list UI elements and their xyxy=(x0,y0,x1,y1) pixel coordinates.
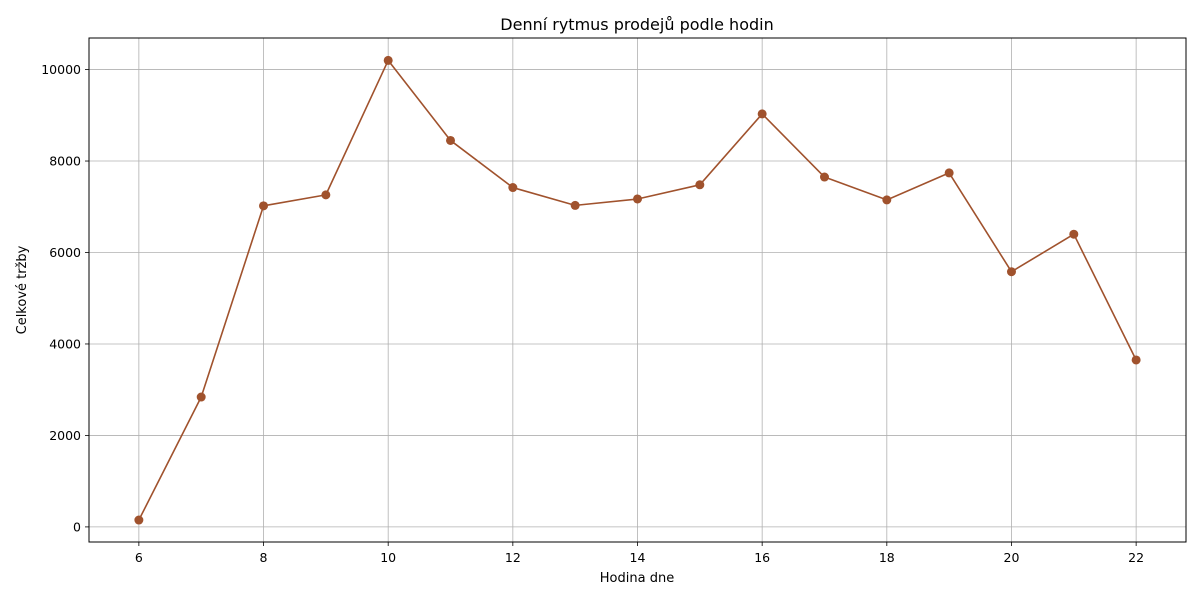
data-point xyxy=(446,135,456,145)
data-point xyxy=(321,190,331,200)
data-point xyxy=(134,515,144,525)
y-tick-label: 4000 xyxy=(49,336,81,351)
x-axis-label: Hodina dne xyxy=(600,571,674,586)
y-tick-label: 8000 xyxy=(49,154,81,169)
data-point xyxy=(819,172,829,182)
x-tick-label: 14 xyxy=(630,550,646,565)
y-tick-label: 10000 xyxy=(41,62,81,77)
data-point xyxy=(383,55,393,65)
data-point xyxy=(695,180,705,190)
data-point xyxy=(570,200,580,210)
x-tick-label: 6 xyxy=(135,550,143,565)
data-point xyxy=(259,201,269,211)
grid-lines xyxy=(89,38,1186,542)
chart-title: Denní rytmus prodejů podle hodin xyxy=(500,15,773,34)
data-point xyxy=(633,194,642,204)
data-point xyxy=(757,109,767,119)
axis-ticks: 6 8 10 12 14 16 18 20 22 0 2000 4000 6000 8000 10000 xyxy=(41,62,1144,565)
x-tick-label: 16 xyxy=(754,550,770,565)
x-tick-label: 12 xyxy=(505,550,521,565)
x-tick-label: 18 xyxy=(879,550,895,565)
x-tick-label: 22 xyxy=(1128,550,1144,565)
y-tick-label: 0 xyxy=(73,519,81,534)
data-point xyxy=(882,195,892,205)
y-tick-label: 6000 xyxy=(49,245,81,260)
data-point xyxy=(508,183,518,193)
y-tick-label: 2000 xyxy=(49,428,81,443)
data-point xyxy=(944,168,954,178)
data-point xyxy=(1131,355,1141,365)
x-tick-label: 10 xyxy=(380,550,396,565)
data-point xyxy=(1069,229,1079,239)
x-tick-label: 8 xyxy=(260,550,268,565)
x-tick-label: 20 xyxy=(1004,550,1020,565)
series-layer xyxy=(134,55,1141,525)
data-point xyxy=(1006,267,1016,277)
y-axis-label: Celkové tržby xyxy=(15,245,30,334)
data-point xyxy=(196,392,206,402)
